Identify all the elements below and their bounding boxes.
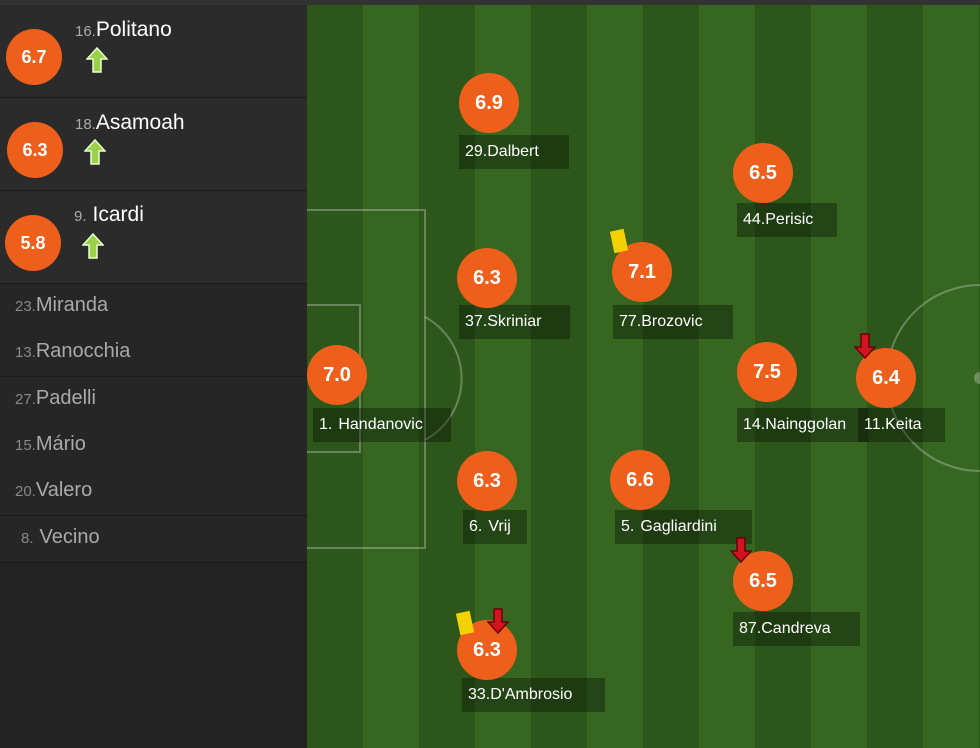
pitch-stripe (363, 5, 419, 748)
player-name: Candreva (761, 620, 831, 637)
player-number: 27. (15, 390, 36, 408)
player-label: 77. Brozovic (613, 305, 733, 339)
rating-badge: 6.5 (733, 143, 793, 203)
rating-badge: 6.7 (6, 29, 62, 85)
player-name: Vecino (39, 525, 100, 548)
rating-badge: 6.9 (459, 73, 519, 133)
rating-badge: 6.4 (856, 348, 916, 408)
sub-player: 18.Asamoah (75, 111, 185, 135)
player-number: 1. (319, 416, 333, 433)
rating-badge: 6.6 (610, 450, 670, 510)
player-number: 33. (468, 686, 491, 703)
player-name: Vrij (488, 518, 511, 535)
rating-badge: 6.3 (457, 248, 517, 308)
sub-in-arrow (85, 46, 109, 78)
player-name: Skriniar (487, 313, 542, 330)
player-label: 6. Vrij (463, 510, 527, 544)
player-label: 44. Perisic (737, 203, 837, 237)
player-name: Icardi (92, 203, 144, 226)
player-name: Dalbert (487, 143, 539, 160)
player-number: 20. (15, 483, 36, 501)
bench-row (0, 284, 307, 331)
player-label: 1. Handanovic (313, 408, 451, 442)
player-number: 16. (75, 23, 96, 40)
player-number: 5. (621, 518, 635, 535)
player-label: 5. Gagliardini (615, 510, 752, 544)
player-number: 87. (739, 620, 762, 637)
penalty-box (307, 209, 426, 549)
sub-in-arrow (83, 138, 107, 170)
player-name: Perisic (765, 211, 814, 228)
player-number: 37. (465, 313, 488, 330)
player-name: Mário (35, 432, 86, 455)
player-name: D'Ambrosio (490, 686, 573, 703)
player-name: Nainggolan (765, 416, 847, 433)
player-label: 33. D'Ambrosio (462, 678, 605, 712)
sub-out-arrow (729, 537, 753, 568)
bench-row (0, 376, 307, 424)
pitch-stripe (923, 5, 979, 748)
player-name: Handanovic (338, 416, 423, 433)
player-name: Brozovic (641, 313, 703, 330)
pitch-stripe (531, 5, 587, 748)
bench-player: 27.Padelli (15, 387, 96, 410)
sub-in-arrow (81, 232, 105, 264)
player-number: 11. (864, 416, 886, 433)
player-name: Politano (95, 18, 172, 41)
player-label: 11. Keita (858, 408, 945, 442)
sub-player: 16.Politano (75, 18, 172, 42)
rating-badge: 7.1 (612, 242, 672, 302)
pitch-stripe (587, 5, 643, 748)
bench-player: 20.Valero (15, 479, 92, 502)
player-number: 8. (21, 529, 34, 547)
player-name: Ranocchia (35, 340, 131, 363)
player-number: 77. (619, 313, 642, 330)
player-number: 13. (15, 344, 36, 362)
rating-badge: 7.5 (737, 342, 797, 402)
player-number: 23. (15, 298, 36, 315)
player-name: Gagliardini (640, 518, 717, 535)
player-label: 87. Candreva (733, 612, 860, 646)
bench-row (0, 515, 307, 563)
sub-player: 9. Icardi (74, 203, 144, 227)
penalty-arc (424, 316, 463, 441)
rating-badge: 5.8 (5, 215, 61, 271)
player-number: 14. (743, 416, 766, 433)
player-number: 44. (743, 211, 766, 228)
player-number: 6. (469, 518, 483, 535)
bench-player: 15.Mário (15, 433, 86, 456)
rating-badge: 7.0 (307, 345, 367, 405)
rating-badge: 6.5 (733, 551, 793, 611)
player-name: Keita (885, 416, 922, 433)
rating-badge: 6.3 (457, 451, 517, 511)
player-name: Miranda (35, 294, 109, 316)
player-label: 37. Skriniar (459, 305, 570, 339)
rating-badge: 6.3 (7, 122, 63, 178)
sub-out-arrow (853, 333, 877, 364)
player-name: Asamoah (95, 111, 185, 134)
player-label: 29. Dalbert (459, 135, 569, 169)
player-name: Padelli (35, 386, 96, 409)
pitch-stripe (643, 5, 699, 748)
player-number: 15. (15, 436, 36, 454)
center-spot (974, 372, 980, 384)
player-label: 14. Nainggolan (737, 408, 868, 442)
player-number: 9. (74, 208, 87, 225)
bench-player: 13.Ranocchia (15, 340, 130, 363)
top-bar (0, 0, 980, 5)
bench-player: 23.Miranda (15, 294, 108, 317)
player-number: 18. (75, 116, 96, 133)
sub-out-arrow (486, 608, 510, 639)
player-number: 29. (465, 143, 488, 160)
bench-player: 8. Vecino (21, 526, 100, 549)
player-name: Valero (35, 479, 93, 502)
bench-row (0, 422, 307, 470)
